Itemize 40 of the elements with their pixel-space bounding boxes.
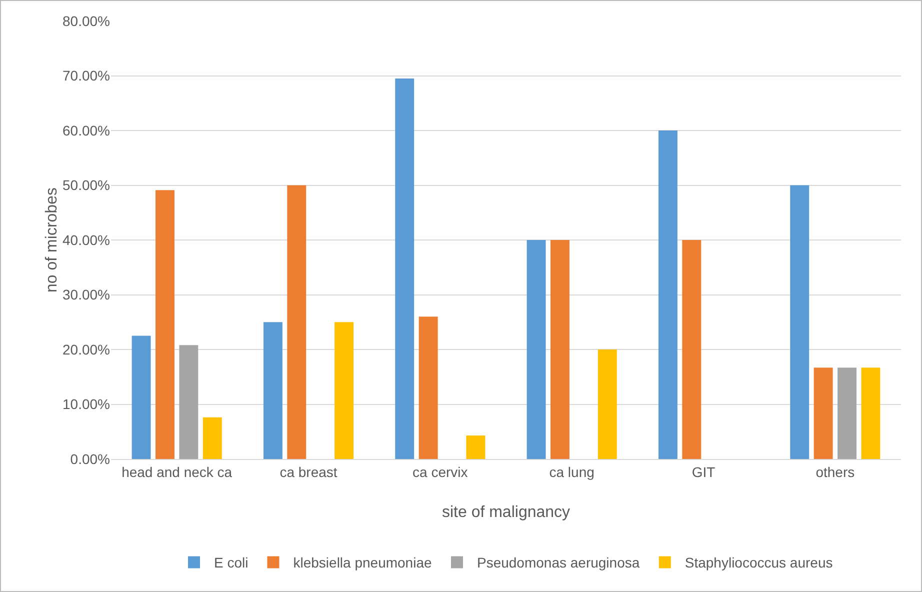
bar bbox=[132, 336, 151, 459]
y-tick-label: 80.00% bbox=[62, 12, 110, 29]
bar bbox=[202, 417, 222, 459]
bar bbox=[395, 78, 414, 459]
bar bbox=[179, 345, 198, 459]
legend-label: E coli bbox=[214, 554, 248, 571]
bar bbox=[334, 322, 354, 459]
x-tick-label: others bbox=[816, 464, 855, 480]
y-tick-label: 60.00% bbox=[62, 122, 110, 138]
bar bbox=[526, 240, 546, 459]
x-tick-label: ca cervix bbox=[412, 464, 468, 480]
bar bbox=[287, 185, 306, 459]
legend-label: klebsiella pneumoniae bbox=[293, 554, 432, 571]
x-tick-label: ca breast bbox=[280, 464, 338, 480]
y-tick-label: 0.00% bbox=[70, 450, 110, 467]
bar bbox=[838, 368, 856, 459]
y-tick-label: 20.00% bbox=[62, 341, 110, 358]
y-tick-label: 70.00% bbox=[62, 68, 110, 84]
legend-label: Staphyliococcus aureus bbox=[684, 554, 833, 571]
bar bbox=[263, 322, 282, 459]
bar bbox=[466, 435, 486, 459]
y-tick-label: 40.00% bbox=[62, 232, 110, 248]
bar bbox=[156, 190, 174, 459]
bar bbox=[682, 240, 702, 459]
legend-label: Pseudomonas aeruginosa bbox=[476, 554, 640, 571]
x-tick-label: ca lung bbox=[549, 464, 594, 480]
bar bbox=[598, 350, 617, 459]
y-tick-label: 50.00% bbox=[62, 177, 110, 194]
bar bbox=[418, 316, 438, 459]
bar bbox=[790, 185, 810, 459]
bar bbox=[814, 368, 833, 459]
x-axis-title: site of malignancy bbox=[442, 504, 570, 521]
bar bbox=[861, 368, 880, 459]
bar bbox=[550, 240, 570, 459]
x-tick-label: GIT bbox=[692, 464, 716, 480]
bar bbox=[658, 130, 678, 459]
y-tick-label: 10.00% bbox=[62, 396, 110, 412]
x-tick-label: head and neck ca bbox=[122, 464, 232, 480]
y-axis-title: no of microbes bbox=[44, 188, 61, 292]
y-tick-label: 30.00% bbox=[62, 286, 110, 303]
